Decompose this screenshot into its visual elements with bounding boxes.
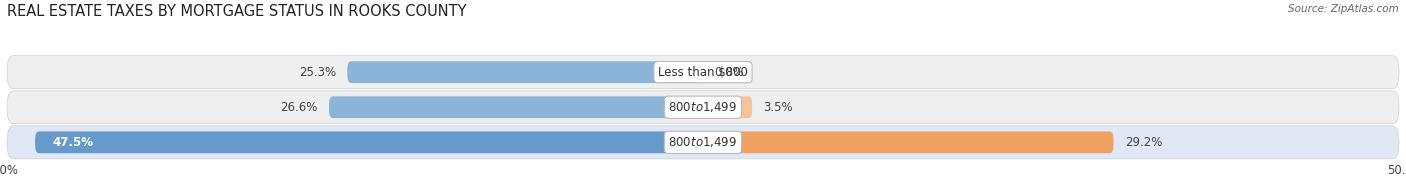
- Text: 3.5%: 3.5%: [763, 101, 793, 114]
- FancyBboxPatch shape: [703, 131, 1114, 153]
- Text: $800 to $1,499: $800 to $1,499: [668, 100, 738, 114]
- Text: $800 to $1,499: $800 to $1,499: [668, 135, 738, 149]
- FancyBboxPatch shape: [703, 96, 752, 118]
- FancyBboxPatch shape: [7, 91, 1399, 124]
- FancyBboxPatch shape: [329, 96, 703, 118]
- FancyBboxPatch shape: [35, 131, 703, 153]
- Text: 0.0%: 0.0%: [714, 66, 744, 79]
- Text: 25.3%: 25.3%: [299, 66, 336, 79]
- Text: 26.6%: 26.6%: [280, 101, 318, 114]
- Text: 47.5%: 47.5%: [52, 136, 93, 149]
- FancyBboxPatch shape: [7, 126, 1399, 159]
- Text: Source: ZipAtlas.com: Source: ZipAtlas.com: [1288, 4, 1399, 14]
- Text: REAL ESTATE TAXES BY MORTGAGE STATUS IN ROOKS COUNTY: REAL ESTATE TAXES BY MORTGAGE STATUS IN …: [7, 4, 467, 19]
- FancyBboxPatch shape: [7, 56, 1399, 89]
- FancyBboxPatch shape: [347, 61, 703, 83]
- Text: Less than $800: Less than $800: [658, 66, 748, 79]
- Text: 29.2%: 29.2%: [1125, 136, 1163, 149]
